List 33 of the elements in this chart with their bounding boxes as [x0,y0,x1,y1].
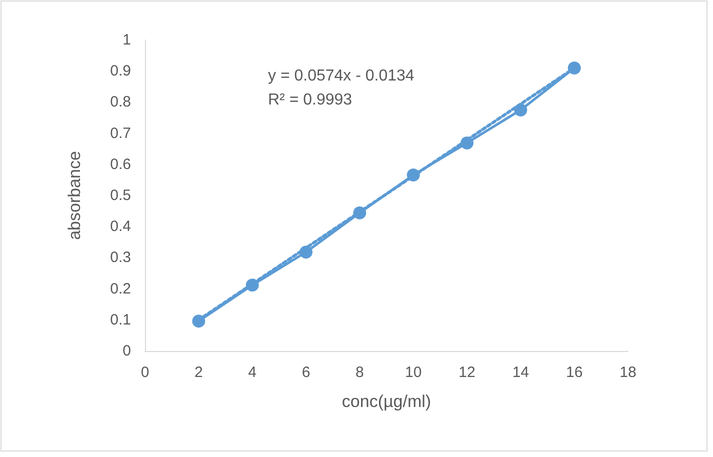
x-tick-label: 14 [512,364,530,381]
x-tick-label: 4 [248,364,257,381]
point [353,206,366,220]
x-tick-label: 18 [620,364,636,381]
point [300,246,312,259]
y-tick-label: 0 [122,342,131,360]
point [192,314,206,328]
x-tick-label: 0 [140,364,150,381]
point [246,278,259,292]
x-axis-title: conc(µg/ml) [342,392,432,411]
x-tick-label: 16 [566,364,583,381]
y-tick-label: 1 [122,32,131,48]
y-tick-label: 0.2 [110,280,131,298]
x-tick-label: 8 [355,364,364,381]
y-axis-title: absorbance [65,151,84,240]
point [514,103,528,116]
y-tick-label: 0.8 [110,94,131,111]
y-tick-label: 0.1 [110,311,131,328]
y-tick-label: 0.5 [110,187,131,204]
x-tick-label: 12 [458,364,476,381]
y-tick-label: 0.3 [110,249,131,266]
point [460,136,474,150]
x-tick-label: 10 [404,364,422,381]
y-tick-label: 0.6 [110,156,131,173]
y-tick-label: 0.4 [110,218,131,236]
x-tick-label: 2 [194,364,203,381]
y-tick-label: 0.9 [110,62,131,80]
annotation: y = 0.0574x - 0.0134 [268,68,414,84]
annotation: R² = 0.9993 [268,92,352,108]
point [568,61,581,74]
x-tick-label: 6 [302,364,310,381]
point [406,168,420,182]
y-tick-label: 0.7 [110,124,131,142]
